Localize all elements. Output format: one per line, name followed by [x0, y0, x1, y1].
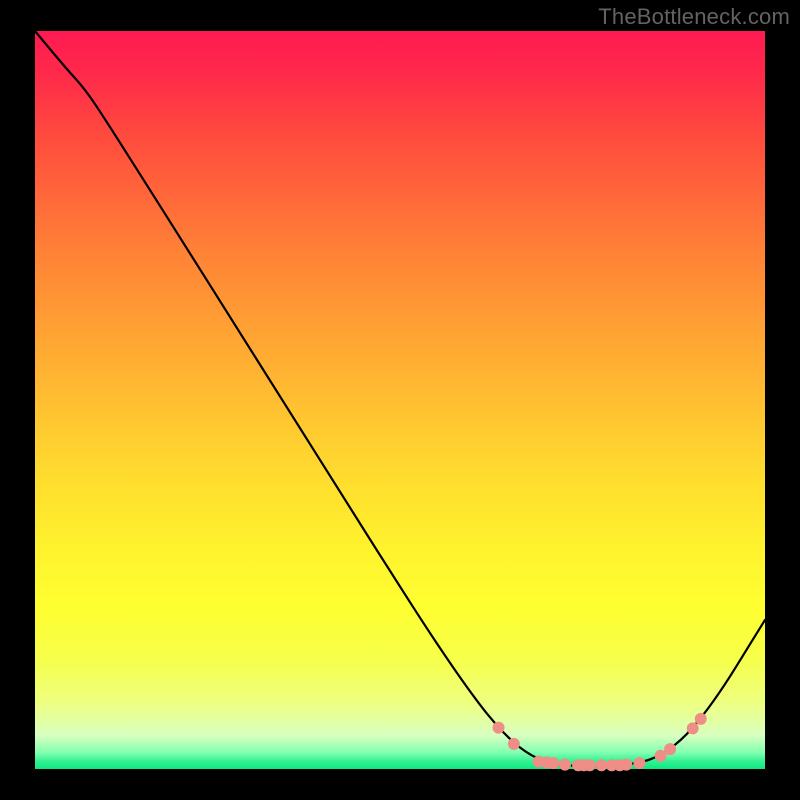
bottleneck-chart: TheBottleneck.com: [0, 0, 800, 800]
gradient-plot-background: [35, 31, 765, 769]
watermark-label: TheBottleneck.com: [598, 4, 790, 30]
